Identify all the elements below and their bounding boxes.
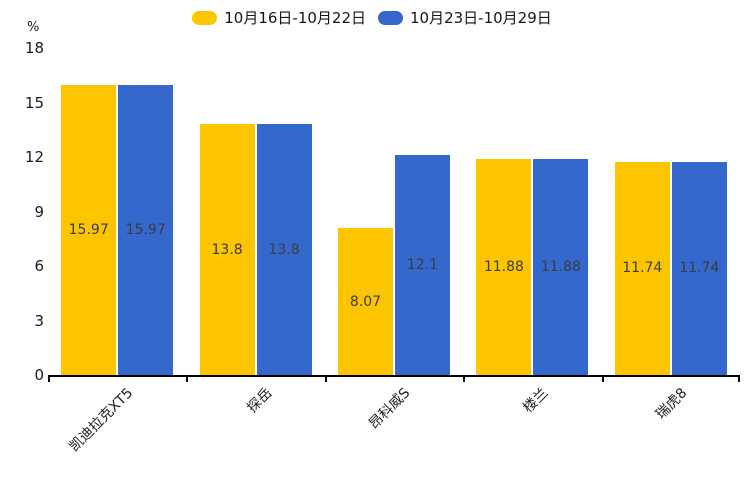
x-axis-tick [324, 377, 327, 382]
bar-value-label: 11.74 [679, 260, 720, 277]
bar-series1-楼兰: 11.88 [533, 159, 589, 375]
bar-series0-楼兰: 11.88 [476, 159, 532, 375]
y-axis: 0 3 6 9 12 15 18 [0, 39, 44, 384]
y-tick-label: 6 [34, 257, 44, 275]
x-axis-tick [186, 377, 189, 382]
x-axis-tick [738, 377, 740, 382]
bar-series1-凯迪拉克XT5: 15.97 [118, 84, 174, 375]
legend-swatch-blue [378, 10, 403, 25]
x-category-label: 楼兰 [520, 385, 552, 417]
x-category-label: 瑞虎8 [652, 385, 691, 423]
y-tick-label: 15 [24, 93, 44, 112]
bar-value-label: 13.8 [211, 241, 243, 258]
legend-label-week2: 10月23日-10月29日 [410, 9, 552, 27]
bar-series1-探岳: 13.8 [256, 124, 312, 375]
bar-value-label: 15.97 [125, 221, 166, 238]
y-axis-unit-label: % [27, 20, 40, 35]
bar-series1-瑞虎8: 11.74 [671, 161, 727, 375]
y-tick-label: 12 [24, 148, 44, 166]
y-tick-label: 0 [34, 366, 44, 384]
x-axis-tick [601, 377, 604, 382]
bar-value-label: 11.88 [540, 259, 581, 276]
legend-swatch-yellow [192, 10, 218, 25]
bar-value-label: 15.97 [68, 221, 109, 238]
bar-value-label: 13.8 [268, 241, 300, 258]
bar-value-label: 11.74 [622, 260, 663, 277]
bar-value-label: 12.1 [406, 257, 439, 274]
x-axis-labels: 凯迪拉克XT5 探岳 昂科威S 楼兰 瑞虎8 [48, 383, 740, 496]
bar-series0-昂科威S: 8.07 [338, 228, 393, 375]
y-tick-label: 9 [34, 202, 44, 221]
bar-series0-探岳: 13.8 [199, 124, 255, 375]
y-tick-label: 18 [24, 39, 44, 57]
legend-item-week2[interactable]: 10月23日-10月29日 [378, 7, 552, 28]
bar-value-label: 8.07 [349, 293, 382, 310]
x-axis-tick [48, 377, 50, 382]
x-axis-tick [463, 377, 466, 382]
x-category-label: 凯迪拉克XT5 [66, 385, 137, 455]
bar-series0-瑞虎8: 11.74 [614, 161, 670, 375]
bar-series1-昂科威S: 12.1 [395, 155, 450, 375]
y-tick-label: 3 [34, 311, 44, 330]
bar-value-label: 11.88 [483, 259, 524, 276]
legend-label-week1: 10月16日-10月22日 [224, 9, 366, 27]
legend-item-week1[interactable]: 10月16日-10月22日 [192, 7, 366, 28]
plot-area: 15.97 15.97 13.8 13.8 8.07 12.1 11.88 11.88 11.7… [48, 48, 740, 382]
x-category-label: 昂科威S [366, 385, 414, 433]
bar-series0-凯迪拉克XT5: 15.97 [61, 84, 117, 375]
x-category-label: 探岳 [243, 385, 276, 417]
legend: 10月16日-10月22日 10月23日-10月29日 [0, 7, 744, 28]
